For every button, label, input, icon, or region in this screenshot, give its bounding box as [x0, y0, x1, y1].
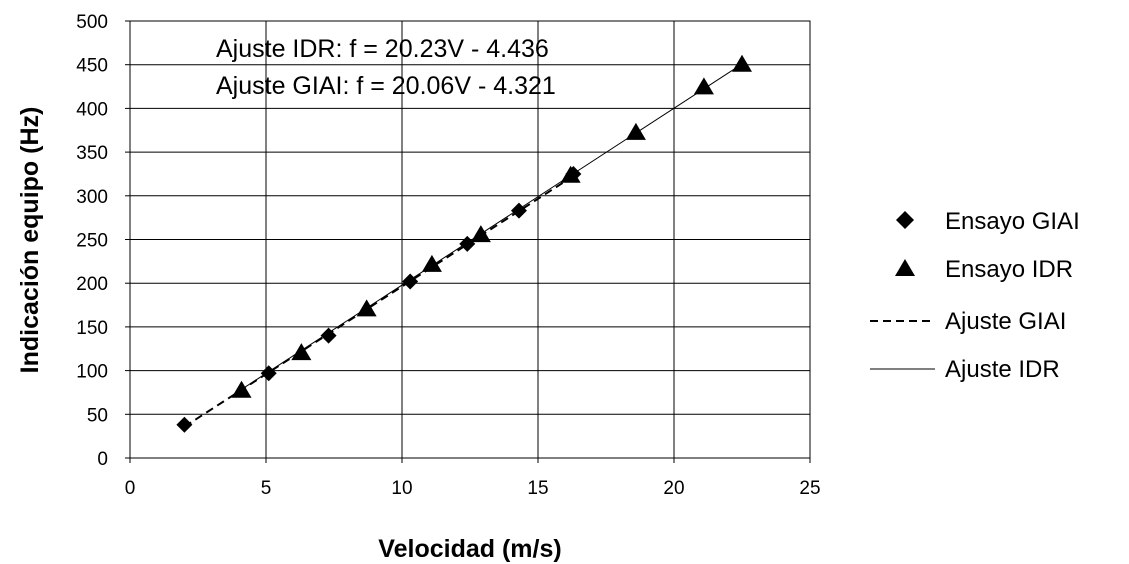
diamond-point: [260, 365, 277, 382]
data-markers: [176, 54, 752, 433]
legend-label-ensayo-idr: Ensayo IDR: [945, 256, 1073, 283]
y-tick-label: 100: [76, 362, 108, 383]
diamond-point: [320, 327, 337, 344]
x-tick-label: 10: [391, 478, 412, 499]
triangle-point: [560, 165, 581, 183]
legend-label-ajuste-giai: Ajuste GIAI: [945, 308, 1066, 335]
y-tick-label: 250: [76, 231, 108, 252]
y-tick-label: 300: [76, 187, 108, 208]
legend-diamond-icon: [896, 211, 914, 229]
y-tick-label: 0: [97, 449, 108, 470]
triangle-point: [470, 225, 491, 243]
x-tick-label: 20: [663, 478, 684, 499]
y-tick-label: 400: [76, 99, 108, 120]
y-axis-title: Indicación equipo (Hz): [16, 107, 44, 374]
legend-label-ensayo-giai: Ensayo GIAI: [945, 208, 1080, 235]
x-axis-title: Velocidad (m/s): [378, 535, 561, 563]
x-tick-label: 25: [799, 478, 820, 499]
x-tick-label: 5: [261, 478, 272, 499]
diamond-point: [510, 202, 527, 219]
annotation-giai: Ajuste GIAI: f = 20.06V - 4.321: [216, 72, 556, 100]
annotation-idr: Ajuste IDR: f = 20.23V - 4.436: [216, 35, 549, 63]
y-tick-label: 200: [76, 274, 108, 295]
diamond-point: [459, 235, 476, 252]
diamond-point: [402, 273, 419, 290]
triangle-point: [421, 254, 442, 272]
triangle-point: [732, 54, 752, 72]
triangle-point: [356, 299, 377, 317]
y-tick-label: 50: [87, 405, 108, 426]
y-tick-label: 500: [76, 12, 108, 33]
y-tick-label: 450: [76, 56, 108, 77]
diamond-point: [176, 416, 193, 433]
x-tick-label: 15: [527, 478, 548, 499]
x-tick-label: 0: [125, 478, 136, 499]
triangle-point: [231, 380, 252, 398]
y-tick-label: 350: [76, 143, 108, 164]
triangle-point: [291, 343, 312, 361]
triangle-point: [693, 77, 714, 95]
legend-label-ajuste-idr: Ajuste IDR: [945, 356, 1060, 383]
gridlines: [130, 21, 810, 458]
y-tick-label: 150: [76, 318, 108, 339]
triangle-point: [625, 122, 646, 140]
legend: Ensayo GIAI Ensayo IDR Ajuste GIAI Ajust…: [870, 208, 1080, 383]
legend-triangle-icon: [895, 259, 915, 276]
